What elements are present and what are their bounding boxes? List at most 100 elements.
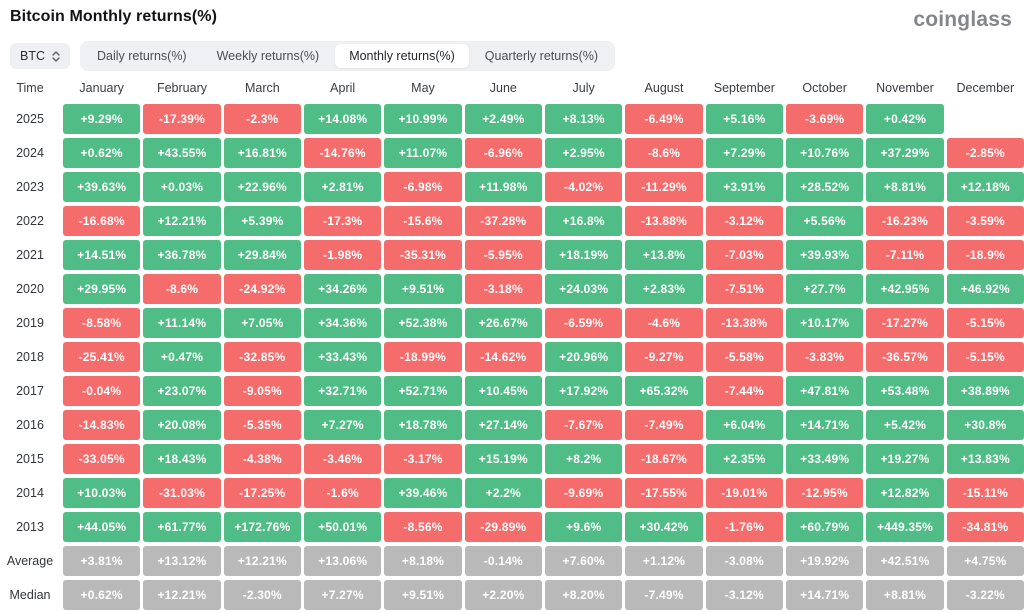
return-cell: -19.01% bbox=[705, 478, 783, 508]
return-cell: -0.14% bbox=[464, 546, 542, 576]
return-cell: -15.11% bbox=[946, 478, 1024, 508]
return-cell: +12.21% bbox=[143, 206, 221, 236]
return-cell: +5.39% bbox=[223, 206, 301, 236]
return-cell: +7.27% bbox=[304, 580, 382, 610]
return-cell: -3.12% bbox=[705, 206, 783, 236]
return-cell: -8.6% bbox=[625, 138, 703, 168]
table-row-2025: 2025 +9.29% -17.39% -2.3% +14.08% +10.99% +2.4… bbox=[0, 104, 1024, 134]
return-cell: -36.57% bbox=[866, 342, 944, 372]
return-cell: +60.79% bbox=[786, 512, 864, 542]
table-row-2023: 2023 +39.63% +0.03% +22.96% +2.81% -6.98% +11.… bbox=[0, 172, 1024, 202]
return-cell: -2.30% bbox=[223, 580, 301, 610]
return-cell: +449.35% bbox=[866, 512, 944, 542]
return-cell: -17.3% bbox=[304, 206, 382, 236]
return-cell: +8.81% bbox=[866, 580, 944, 610]
return-cell: -16.23% bbox=[866, 206, 944, 236]
return-cell: +10.17% bbox=[786, 308, 864, 338]
return-cell: +2.95% bbox=[545, 138, 623, 168]
tab-monthly-returns[interactable]: Monthly returns(%) bbox=[335, 44, 469, 68]
return-cell: +7.05% bbox=[223, 308, 301, 338]
column-header-february: February bbox=[156, 81, 207, 95]
return-cell: +20.08% bbox=[143, 410, 221, 440]
return-cell: +3.81% bbox=[63, 546, 141, 576]
table-body: 2025 +9.29% -17.39% -2.3% +14.08% +10.99% +2.4… bbox=[0, 104, 1024, 610]
table-header-row: Time January February March April May June July… bbox=[0, 76, 1024, 100]
table-row-2021: 2021 +14.51% +36.78% +29.84% -1.98% -35.31% -5… bbox=[0, 240, 1024, 270]
return-cell: +8.13% bbox=[545, 104, 623, 134]
return-cell: +42.95% bbox=[866, 274, 944, 304]
return-cell: +13.12% bbox=[143, 546, 221, 576]
return-cell: +10.45% bbox=[464, 376, 542, 406]
return-cell: +5.42% bbox=[866, 410, 944, 440]
return-cell: +29.84% bbox=[223, 240, 301, 270]
return-cell: -6.96% bbox=[464, 138, 542, 168]
tab-weekly-returns[interactable]: Weekly returns(%) bbox=[203, 44, 334, 68]
return-cell: -5.35% bbox=[223, 410, 301, 440]
return-cell: +24.03% bbox=[545, 274, 623, 304]
return-cell: +12.82% bbox=[866, 478, 944, 508]
return-cell: +52.71% bbox=[384, 376, 462, 406]
row-label: 2017 bbox=[16, 384, 44, 398]
return-cell: -7.11% bbox=[866, 240, 944, 270]
row-label: 2024 bbox=[16, 146, 44, 160]
row-label: 2013 bbox=[16, 520, 44, 534]
tab-quarterly-returns[interactable]: Quarterly returns(%) bbox=[471, 44, 612, 68]
return-cell: +13.83% bbox=[946, 444, 1024, 474]
return-cell: +19.92% bbox=[786, 546, 864, 576]
return-cell: -5.58% bbox=[705, 342, 783, 372]
return-cell: +18.19% bbox=[545, 240, 623, 270]
return-cell: +65.32% bbox=[625, 376, 703, 406]
return-cell: -3.46% bbox=[304, 444, 382, 474]
return-cell: -17.39% bbox=[143, 104, 221, 134]
return-cell: -8.6% bbox=[143, 274, 221, 304]
symbol-select[interactable]: BTC bbox=[10, 43, 70, 69]
return-cell: -35.31% bbox=[384, 240, 462, 270]
column-header-september: September bbox=[713, 81, 775, 95]
return-cell: -7.03% bbox=[705, 240, 783, 270]
return-cell: +32.71% bbox=[304, 376, 382, 406]
return-cell: -6.49% bbox=[625, 104, 703, 134]
return-cell: +53.48% bbox=[866, 376, 944, 406]
row-label: 2022 bbox=[16, 214, 44, 228]
return-cell: -37.28% bbox=[464, 206, 542, 236]
return-cell: -3.22% bbox=[946, 580, 1024, 610]
return-cell: +8.2% bbox=[545, 444, 623, 474]
row-label: 2020 bbox=[16, 282, 44, 296]
return-cell: +9.51% bbox=[384, 274, 462, 304]
chevron-updown-icon bbox=[52, 50, 60, 62]
return-cell: +17.92% bbox=[545, 376, 623, 406]
return-cell: +39.63% bbox=[63, 172, 141, 202]
return-cell: +0.42% bbox=[866, 104, 944, 134]
return-cell: -15.6% bbox=[384, 206, 462, 236]
return-cell: -34.81% bbox=[946, 512, 1024, 542]
tab-daily-returns[interactable]: Daily returns(%) bbox=[83, 44, 201, 68]
return-cell: +9.6% bbox=[545, 512, 623, 542]
return-cell: -9.69% bbox=[545, 478, 623, 508]
monthly-returns-table: Time January February March April May June July… bbox=[0, 76, 1024, 610]
return-cell: +22.96% bbox=[223, 172, 301, 202]
return-cell: +27.7% bbox=[786, 274, 864, 304]
return-cell: +11.14% bbox=[143, 308, 221, 338]
return-cell: +33.43% bbox=[304, 342, 382, 372]
return-cell: -7.49% bbox=[625, 410, 703, 440]
return-cell: -13.38% bbox=[705, 308, 783, 338]
return-cell: +2.35% bbox=[705, 444, 783, 474]
column-header-august: August bbox=[644, 81, 684, 95]
return-cell: +172.76% bbox=[223, 512, 301, 542]
return-cell: +12.21% bbox=[143, 580, 221, 610]
return-cell: +7.29% bbox=[705, 138, 783, 168]
return-cell: +20.96% bbox=[545, 342, 623, 372]
return-cell: +34.26% bbox=[304, 274, 382, 304]
return-cell: +2.2% bbox=[464, 478, 542, 508]
return-cell: -4.38% bbox=[223, 444, 301, 474]
return-cell: -7.44% bbox=[705, 376, 783, 406]
column-header-october: October bbox=[802, 81, 847, 95]
row-label: 2019 bbox=[16, 316, 44, 330]
return-cell: +8.81% bbox=[866, 172, 944, 202]
return-cell: +18.43% bbox=[143, 444, 221, 474]
return-cell: -0.04% bbox=[63, 376, 141, 406]
return-cell: -9.05% bbox=[223, 376, 301, 406]
return-cell: +23.07% bbox=[143, 376, 221, 406]
column-header-july: July bbox=[572, 81, 595, 95]
return-cell: +13.06% bbox=[304, 546, 382, 576]
